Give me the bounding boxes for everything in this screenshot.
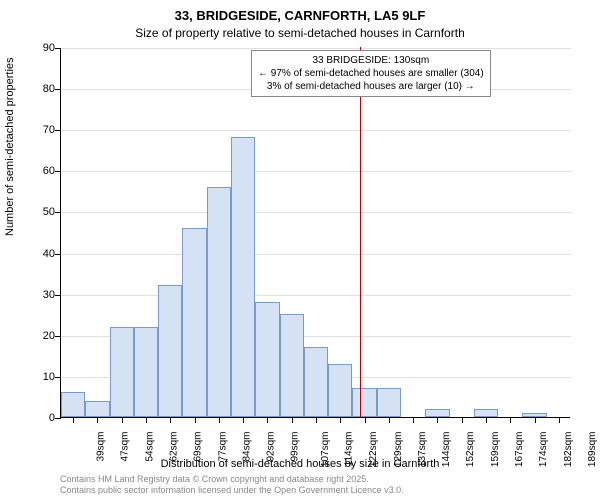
gridline [61, 48, 571, 49]
y-tick [55, 48, 61, 49]
x-tick-label: 47sqm [120, 432, 131, 462]
x-tick [340, 417, 341, 423]
footer-line1: Contains HM Land Registry data © Crown c… [60, 474, 404, 485]
y-tick [55, 254, 61, 255]
x-tick [292, 417, 293, 423]
chart-container: 33, BRIDGESIDE, CARNFORTH, LA5 9LF Size … [0, 0, 600, 500]
gridline [61, 254, 571, 255]
x-tick [559, 417, 560, 423]
x-axis-title: Distribution of semi-detached houses by … [0, 458, 600, 470]
chart-title-main: 33, BRIDGESIDE, CARNFORTH, LA5 9LF [0, 8, 600, 23]
x-tick [437, 417, 438, 423]
annotation-line: 3% of semi-detached houses are larger (1… [258, 80, 484, 93]
histogram-bar [182, 228, 206, 417]
y-tick [55, 130, 61, 131]
histogram-bar [280, 314, 304, 417]
x-tick [413, 417, 414, 423]
x-tick [243, 417, 244, 423]
histogram-bar [425, 409, 449, 417]
x-tick [365, 417, 366, 423]
x-tick [73, 417, 74, 423]
histogram-bar [231, 137, 255, 417]
histogram-bar [304, 347, 328, 417]
histogram-bar [110, 327, 134, 417]
x-tick-label: 84sqm [241, 432, 252, 462]
x-tick-label: 99sqm [290, 432, 301, 462]
x-tick [510, 417, 511, 423]
x-tick-label: 69sqm [193, 432, 204, 462]
histogram-bar [85, 401, 109, 417]
annotation-line: ← 97% of semi-detached houses are smalle… [258, 67, 484, 80]
gridline [61, 212, 571, 213]
y-tick-label: 10 [43, 371, 55, 383]
y-axis-title: Number of semi-detached properties [4, 57, 16, 236]
y-tick [55, 171, 61, 172]
y-tick-label: 30 [43, 289, 55, 301]
y-tick-label: 60 [43, 165, 55, 177]
x-tick [535, 417, 536, 423]
reference-line [360, 47, 361, 417]
x-tick [486, 417, 487, 423]
y-tick [55, 336, 61, 337]
x-tick [462, 417, 463, 423]
x-tick-label: 77sqm [217, 432, 228, 462]
y-tick-label: 20 [43, 330, 55, 342]
y-tick-label: 50 [43, 206, 55, 218]
gridline [61, 295, 571, 296]
x-tick [146, 417, 147, 423]
y-tick [55, 377, 61, 378]
annotation-box: 33 BRIDGESIDE: 130sqm← 97% of semi-detac… [251, 50, 491, 97]
x-tick-label: 54sqm [144, 432, 155, 462]
histogram-bar [61, 392, 85, 417]
y-tick [55, 212, 61, 213]
histogram-bar [134, 327, 158, 417]
y-tick-label: 80 [43, 83, 55, 95]
x-tick [97, 417, 98, 423]
x-tick-label: 39sqm [96, 432, 107, 462]
y-tick [55, 418, 61, 419]
y-tick-label: 70 [43, 124, 55, 136]
x-tick [316, 417, 317, 423]
annotation-line: 33 BRIDGESIDE: 130sqm [258, 54, 484, 67]
histogram-bar [474, 409, 498, 417]
x-tick [389, 417, 390, 423]
chart-title-sub: Size of property relative to semi-detach… [0, 26, 600, 40]
x-tick-label: 92sqm [266, 432, 277, 462]
x-tick-label: 62sqm [169, 432, 180, 462]
histogram-bar [328, 364, 352, 417]
footer-attribution: Contains HM Land Registry data © Crown c… [60, 474, 404, 496]
histogram-bar [255, 302, 279, 417]
x-tick [219, 417, 220, 423]
y-tick-label: 40 [43, 248, 55, 260]
y-tick-label: 90 [43, 42, 55, 54]
x-tick [195, 417, 196, 423]
histogram-bar [377, 388, 401, 417]
gridline [61, 171, 571, 172]
histogram-bar [207, 187, 231, 417]
y-tick-label: 0 [49, 412, 55, 424]
y-tick [55, 295, 61, 296]
gridline [61, 130, 571, 131]
histogram-bar [352, 388, 376, 417]
x-tick [122, 417, 123, 423]
plot-area: 010203040506070809039sqm47sqm54sqm62sqm6… [60, 48, 570, 418]
histogram-bar [158, 285, 182, 417]
x-tick [267, 417, 268, 423]
footer-line2: Contains public sector information licen… [60, 485, 404, 496]
y-tick [55, 89, 61, 90]
x-tick [170, 417, 171, 423]
